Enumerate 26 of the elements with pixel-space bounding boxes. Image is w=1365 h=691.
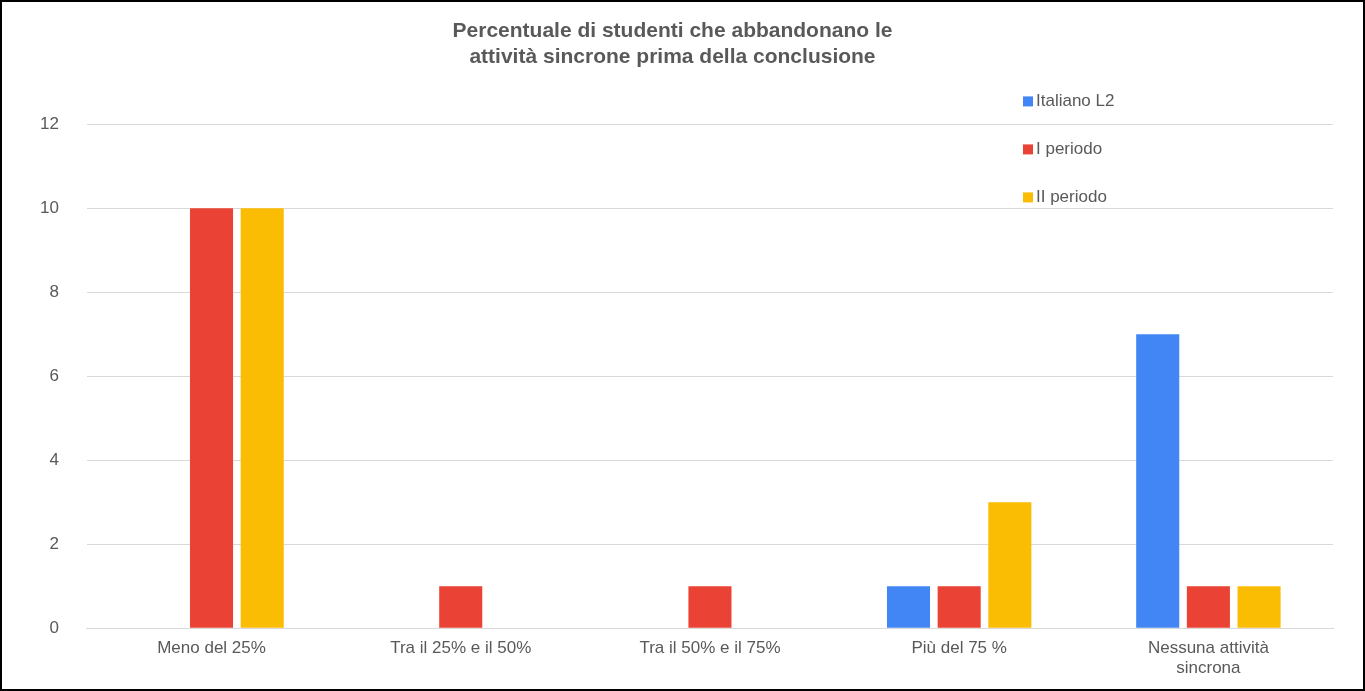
x-tick-label: Nessuna attività sincrona — [1147, 638, 1270, 678]
x-tick-label: Tra il 25% e il 50% — [390, 638, 532, 658]
bar — [189, 208, 234, 628]
bar — [988, 502, 1032, 628]
y-tick-label: 4 — [49, 449, 59, 469]
legend-label: I periodo — [1036, 139, 1103, 159]
y-tick-label: 6 — [49, 365, 59, 385]
bar — [1237, 586, 1281, 628]
chart-title: Percentuale di studenti che abbandonano le attività sincrone prima della conclusione — [452, 18, 893, 67]
bar — [240, 208, 284, 628]
bar — [886, 586, 931, 628]
bar — [937, 586, 981, 628]
legend-label: Italiano L2 — [1036, 91, 1115, 111]
x-tick-label: Più del 75 % — [911, 638, 1007, 658]
x-tick-label: Tra il 50% e il 75% — [639, 638, 781, 658]
bar — [439, 586, 483, 628]
y-tick-label: 0 — [49, 617, 59, 637]
y-tick-label: 12 — [39, 114, 59, 134]
x-tick-label: Meno del 25% — [157, 638, 266, 658]
bar — [1186, 586, 1230, 628]
legend-label: II periodo — [1036, 187, 1107, 207]
y-tick-label: 8 — [49, 282, 59, 302]
bar — [1136, 334, 1180, 628]
y-tick-label: 10 — [39, 198, 59, 218]
y-tick-label: 2 — [49, 533, 59, 553]
bar — [688, 586, 732, 628]
